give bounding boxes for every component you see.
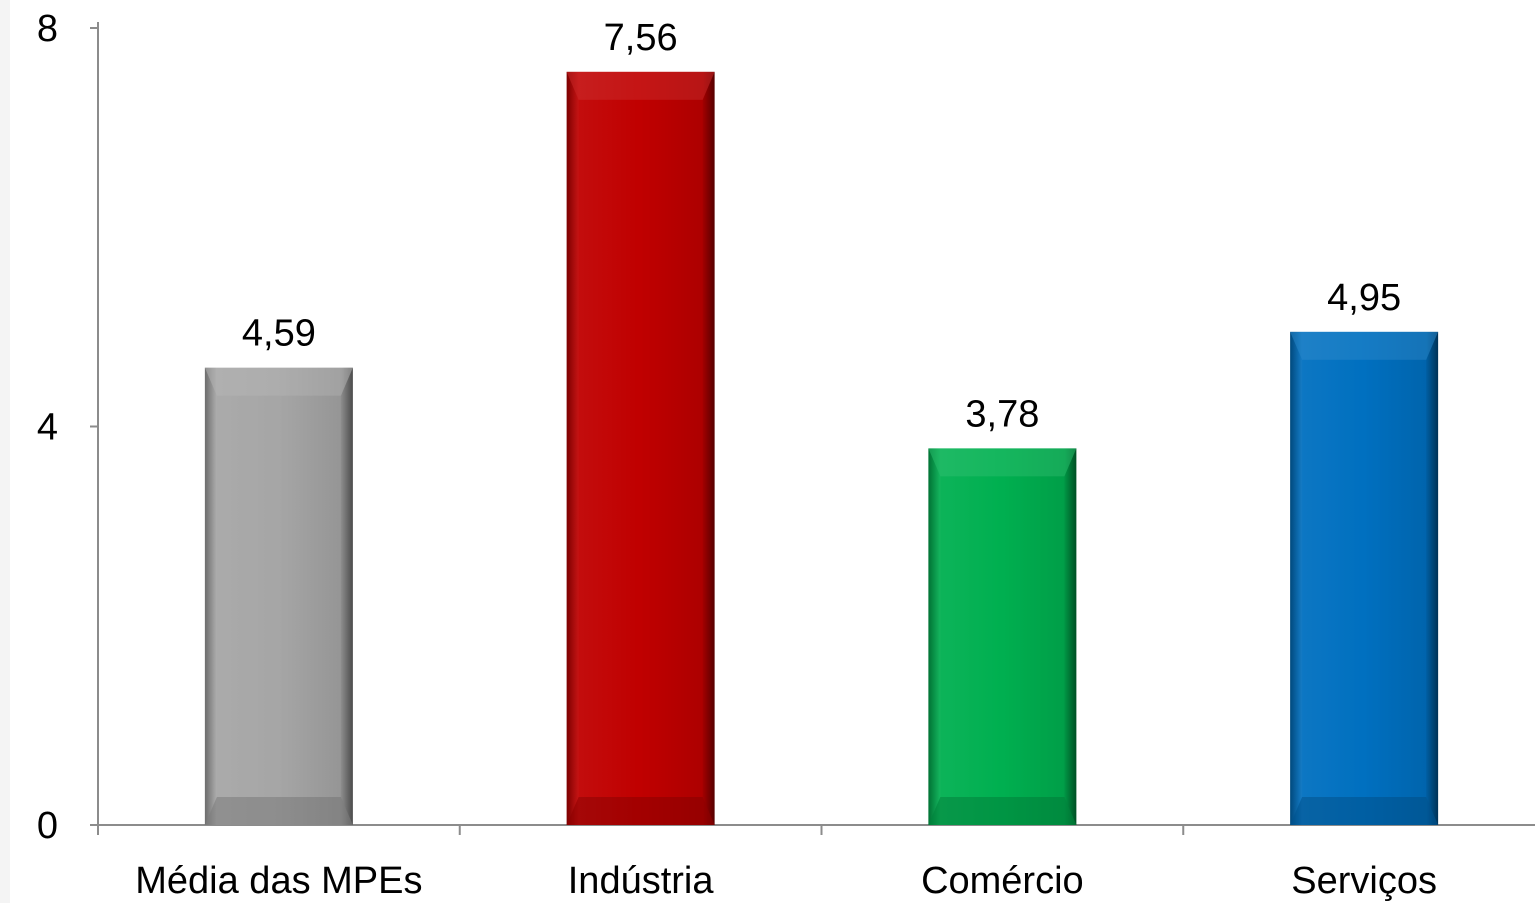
x-tick-label: Indústria <box>568 860 715 902</box>
bar-body <box>204 367 353 825</box>
y-tick-label: 8 <box>37 8 58 50</box>
bar-4 <box>1290 331 1439 825</box>
labels: 4,59 Média das MPEs 7,56 Indústria 3,78 Comér… <box>135 17 1437 902</box>
bar-body <box>928 448 1077 825</box>
bar-value-label: 4,95 <box>1327 277 1401 319</box>
bar-face <box>1302 359 1427 797</box>
bar-bevel-bottom <box>204 797 353 825</box>
bar-bevel-top <box>1290 331 1439 360</box>
bar-body <box>566 71 715 825</box>
bar-bevel-top <box>566 71 715 100</box>
bar-bevel-top <box>204 367 353 396</box>
bar-bevel-bottom <box>1290 797 1439 825</box>
bars <box>204 71 1439 825</box>
bar-body <box>1290 331 1439 825</box>
bar-face <box>216 395 341 797</box>
bar-1 <box>204 367 353 825</box>
y-tick-label: 4 <box>37 407 58 449</box>
bar-value-label: 4,59 <box>242 313 316 355</box>
x-tick-label: Serviços <box>1291 860 1437 902</box>
bar-2 <box>566 71 715 825</box>
x-tick-label: Comércio <box>921 860 1084 902</box>
y-tick-label: 0 <box>37 805 58 847</box>
bar-face <box>578 99 703 797</box>
bar-bevel-bottom <box>566 797 715 825</box>
left-edge-strip <box>0 0 10 903</box>
bar-3 <box>928 448 1077 825</box>
bar-face <box>940 476 1065 797</box>
bar-value-label: 3,78 <box>965 393 1039 435</box>
bar-bevel-top <box>928 448 1077 477</box>
x-tick-label: Média das MPEs <box>135 860 422 902</box>
bar-bevel-bottom <box>928 797 1077 825</box>
bar-value-label: 7,56 <box>604 17 678 59</box>
